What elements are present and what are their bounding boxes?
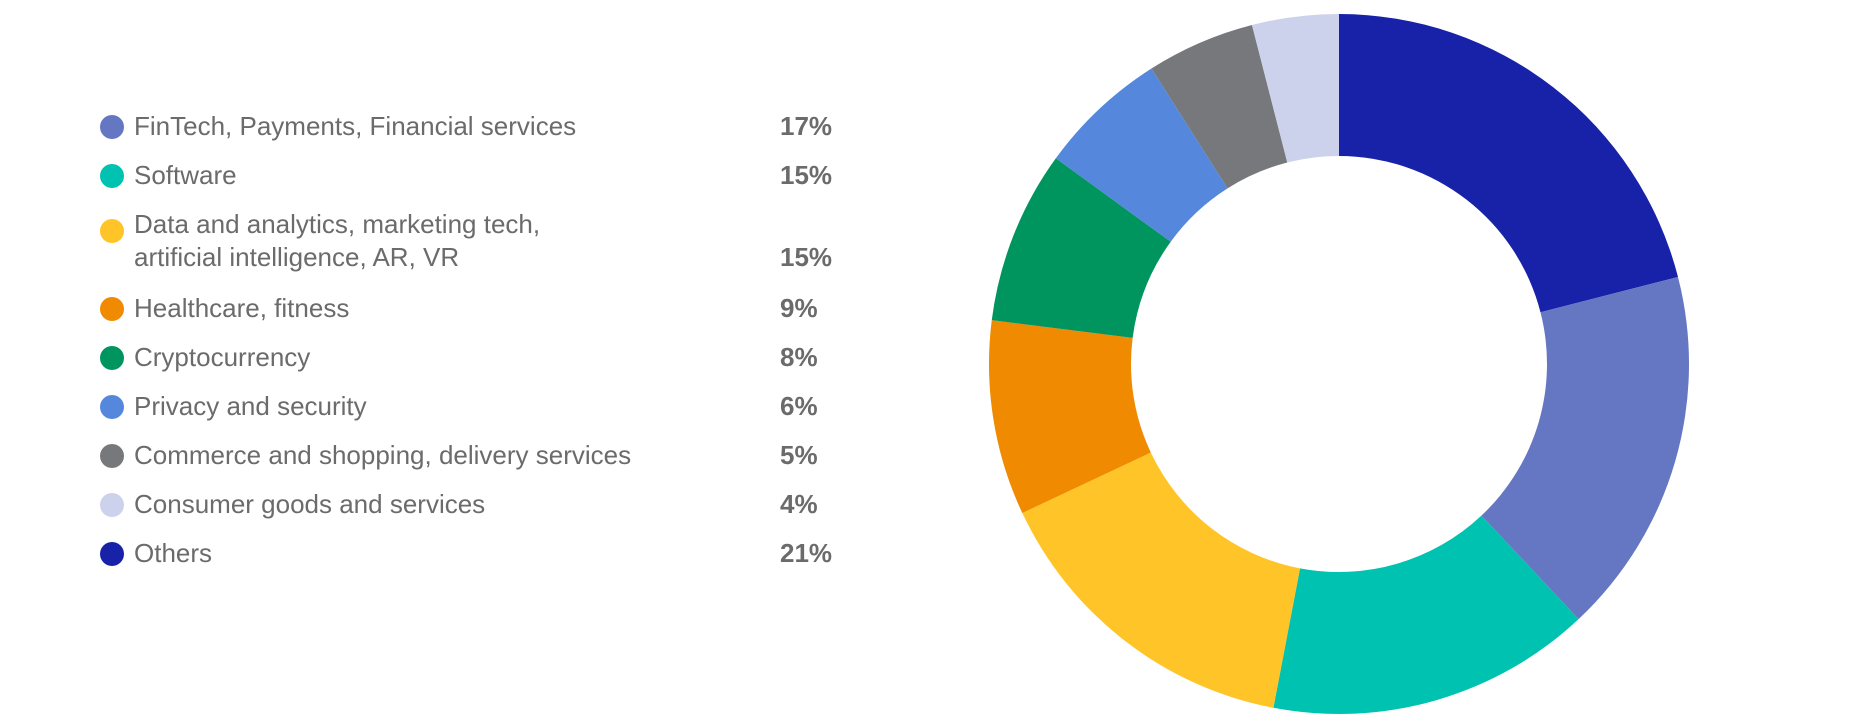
legend-swatch: [100, 345, 124, 370]
legend-value: 15%: [780, 242, 833, 272]
legend-label: Data and analytics, marketing tech, arti…: [134, 209, 541, 272]
legend-swatch: [100, 541, 124, 566]
donut-slice-1: [1273, 515, 1579, 715]
donut-slice-6: [1151, 24, 1288, 189]
legend-label: Commerce and shopping, delivery services: [134, 440, 632, 470]
legend-value: 4%: [780, 489, 818, 519]
donut-slice-7: [1251, 13, 1339, 163]
legend-swatch: [100, 296, 124, 321]
legend-value: 15%: [780, 160, 833, 190]
donut-slice-2: [1022, 452, 1301, 708]
legend-label: Privacy and security: [134, 391, 367, 421]
legend-label: Cryptocurrency: [134, 342, 311, 372]
legend-swatch: [100, 443, 124, 468]
legend-value: 8%: [780, 342, 818, 372]
donut-slice-3: [989, 320, 1151, 514]
donut-chart: [989, 13, 1689, 715]
donut-slice-5: [1055, 68, 1228, 242]
legend-swatch: [100, 492, 124, 517]
legend-swatch: [100, 218, 124, 243]
legend-swatch: [100, 163, 124, 188]
legend-label: Healthcare, fitness: [134, 293, 350, 323]
legend-value: 21%: [780, 538, 833, 568]
legend-swatch: [100, 394, 124, 419]
legend-label: FinTech, Payments, Financial services: [134, 111, 577, 141]
legend-value: 9%: [780, 293, 818, 323]
legend-label: Consumer goods and services: [134, 489, 486, 519]
donut-slice-8: [1339, 14, 1679, 313]
chart-legend: FinTech, Payments, Financial services 17…: [0, 0, 900, 727]
legend-value: 5%: [780, 440, 818, 470]
legend-value: 6%: [780, 391, 818, 421]
legend-swatch: [100, 114, 124, 139]
legend-value: 17%: [780, 111, 833, 141]
legend-label: Software: [134, 160, 237, 190]
donut-slice-4: [991, 158, 1171, 338]
legend-label: Others: [134, 538, 213, 568]
donut-slice-0: [1481, 276, 1689, 620]
